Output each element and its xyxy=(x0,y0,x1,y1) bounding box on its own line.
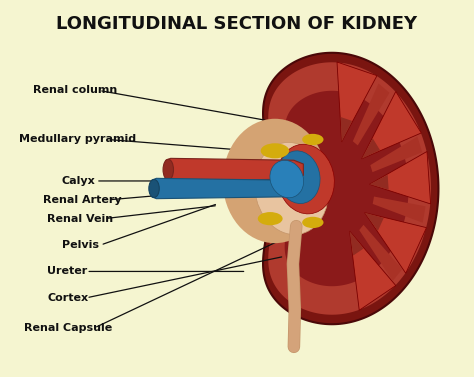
Ellipse shape xyxy=(149,179,159,198)
Polygon shape xyxy=(350,231,364,256)
Polygon shape xyxy=(263,53,438,324)
Text: Medullary pyramid: Medullary pyramid xyxy=(19,135,136,144)
Text: Cortex: Cortex xyxy=(47,293,89,303)
Polygon shape xyxy=(350,231,396,310)
Ellipse shape xyxy=(163,159,173,180)
Polygon shape xyxy=(359,225,402,281)
Ellipse shape xyxy=(258,212,283,225)
Ellipse shape xyxy=(277,151,320,204)
Polygon shape xyxy=(353,83,390,146)
Polygon shape xyxy=(370,175,389,190)
Text: Renal Artery: Renal Artery xyxy=(43,195,121,205)
Polygon shape xyxy=(370,136,422,172)
Polygon shape xyxy=(152,178,299,199)
Text: LONGITUDINAL SECTION OF KIDNEY: LONGITUDINAL SECTION OF KIDNEY xyxy=(56,15,418,33)
Ellipse shape xyxy=(277,144,334,214)
Polygon shape xyxy=(362,138,380,159)
Text: Ureter: Ureter xyxy=(47,267,88,276)
Polygon shape xyxy=(268,62,431,315)
Polygon shape xyxy=(166,158,303,181)
Polygon shape xyxy=(370,152,430,204)
Ellipse shape xyxy=(261,143,289,158)
Text: Calyx: Calyx xyxy=(62,176,95,186)
Polygon shape xyxy=(337,62,377,142)
Polygon shape xyxy=(341,117,352,142)
Polygon shape xyxy=(362,92,421,159)
Polygon shape xyxy=(285,91,409,286)
Text: Renal Capsule: Renal Capsule xyxy=(24,323,112,333)
Text: Renal column: Renal column xyxy=(33,86,118,95)
Ellipse shape xyxy=(270,160,304,198)
Polygon shape xyxy=(365,213,384,231)
Ellipse shape xyxy=(302,217,323,228)
Ellipse shape xyxy=(255,143,328,234)
Ellipse shape xyxy=(223,119,327,243)
Ellipse shape xyxy=(302,134,323,145)
Polygon shape xyxy=(365,213,427,273)
Text: Pelvis: Pelvis xyxy=(62,240,99,250)
Polygon shape xyxy=(373,196,426,223)
Text: Renal Vein: Renal Vein xyxy=(47,214,114,224)
